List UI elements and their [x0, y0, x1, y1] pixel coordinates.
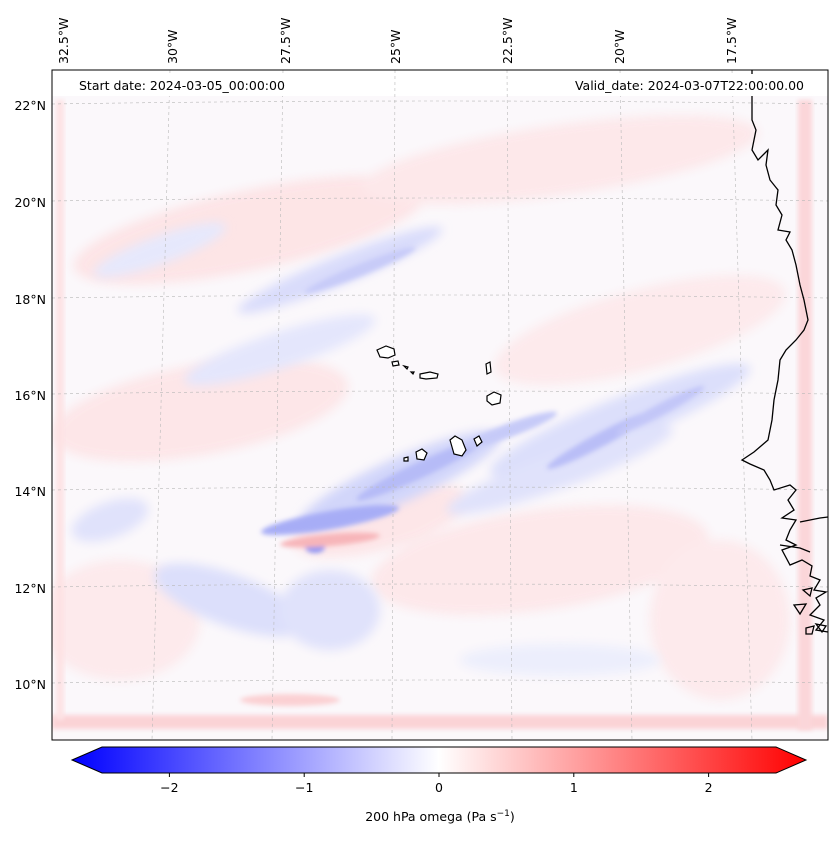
valid-date-label: Valid_date: 2024-03-07T22:00:00.00: [575, 78, 804, 93]
latitude-labels: 22°N 20°N 18°N 16°N 14°N 12°N 10°N: [14, 98, 46, 692]
cape-verde-islands: [376, 345, 502, 462]
longitude-labels: 32.5°W 30°W 27.5°W 25°W 22.5°W 20°W 17.5…: [56, 18, 739, 64]
colorbar-tick-label: 2: [705, 780, 713, 795]
start-date-label: Start date: 2024-03-05_00:00:00: [79, 78, 285, 93]
lat-label: 18°N: [14, 292, 46, 307]
african-coastline: [740, 70, 829, 635]
lat-label: 12°N: [14, 581, 46, 596]
lon-label: 32.5°W: [56, 18, 71, 64]
lon-label: 17.5°W: [724, 18, 739, 64]
lon-label: 27.5°W: [278, 18, 293, 64]
colorbar-tick-label: 0: [435, 780, 443, 795]
colorbar-label-exponent: −1: [497, 809, 510, 819]
lon-label: 22.5°W: [500, 18, 515, 64]
valid-date-box: [540, 74, 808, 96]
map-frame: [51, 69, 829, 741]
graticule: [51, 69, 829, 741]
map-panel[interactable]: Start date: 2024-03-05_00:00:00 Valid_da…: [40, 69, 829, 741]
lat-label: 20°N: [14, 195, 46, 210]
lon-label: 20°W: [612, 29, 627, 64]
colorbar-body: [70, 746, 808, 774]
colorbar-tick-label: 1: [570, 780, 578, 795]
lat-label: 10°N: [14, 677, 46, 692]
lat-label: 14°N: [14, 484, 46, 499]
colorbar-label-main: 200 hPa omega (Pa s: [365, 809, 496, 824]
colorbar: −2 −1 0 1 2 200 hPa omega (Pa s−1): [70, 746, 808, 824]
colorbar-label: 200 hPa omega (Pa s−1): [365, 809, 515, 824]
colorbar-label-close: ): [510, 809, 515, 824]
colorbar-tick-label: −1: [295, 780, 313, 795]
start-date-box: [70, 74, 310, 96]
colorbar-tick-label: −2: [160, 780, 178, 795]
lat-label: 16°N: [14, 388, 46, 403]
colorbar-ticks: −2 −1 0 1 2: [160, 773, 713, 795]
lat-label: 22°N: [14, 98, 46, 113]
lon-label: 30°W: [165, 29, 180, 64]
lon-label: 25°W: [388, 29, 403, 64]
